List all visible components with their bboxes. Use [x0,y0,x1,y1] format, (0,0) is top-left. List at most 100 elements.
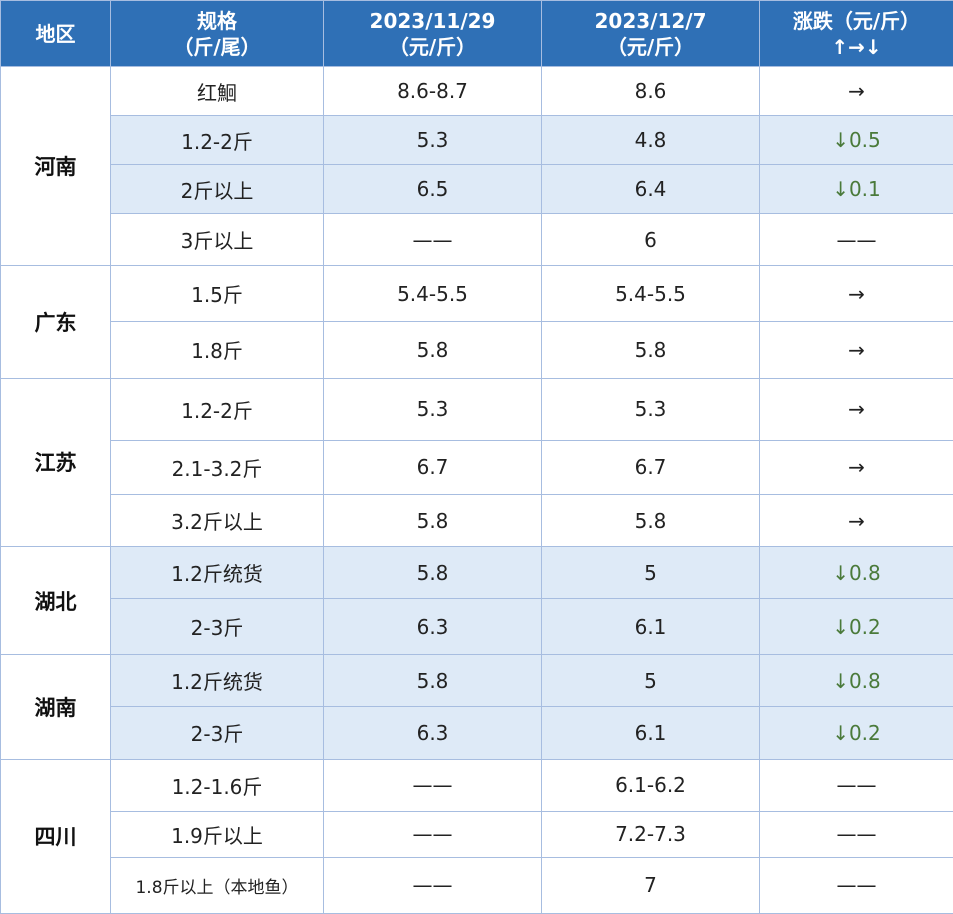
price-date2-cell: 6.1-6.2 [541,758,760,812]
change-cell: —— [759,856,953,914]
table-row: 江苏 1.2-2斤 5.3 5.3 → [0,377,953,548]
region-cell: 四川 [0,758,111,914]
change-cell: ↓0.2 [759,598,953,656]
price-date1-cell: 5.8 [323,493,542,548]
price-date1-cell: 5.8 [323,654,542,708]
price-date1-cell: 6.5 [323,164,542,215]
table-row: 湖北 1.2斤统货 5.8 5 ↓0.8 [0,546,953,656]
change-cell: → [759,493,953,548]
header-date2: 2023/12/7 （元/斤） [541,0,760,67]
spec-cell: 1.2-2斤 [110,115,324,166]
price-date1-cell: 5.8 [323,320,542,379]
price-date2-cell: 5 [541,654,760,708]
spec-cell: 2斤以上 [110,164,324,215]
spec-cell: 1.2-2斤 [110,377,324,441]
price-date1-cell: 5.8 [323,546,542,600]
change-cell: —— [759,213,953,267]
change-cell: ↓0.8 [759,546,953,600]
spec-cell: 2.1-3.2斤 [110,439,324,495]
spec-cell: 3.2斤以上 [110,493,324,548]
change-cell: ↓0.5 [759,115,953,166]
header-date1: 2023/11/29 （元/斤） [323,0,542,67]
header-date2-line1: 2023/12/7 [594,8,707,33]
price-date2-cell: 6 [541,213,760,267]
table-row: 1.2-2斤 5.3 4.8 ↓0.5 [1,115,953,166]
price-date1-cell: 8.6-8.7 [323,65,542,117]
price-date2-cell: 6.7 [541,439,760,495]
header-spec-line2: （斤/尾） [173,34,261,59]
table-row: 2-3斤 6.3 6.1 ↓0.2 [1,706,953,760]
table-row: 1.9斤以上 —— 7.2-7.3 —— [1,810,953,858]
table-row: 3.2斤以上 5.8 5.8 → [1,493,953,548]
header-date1-line1: 2023/11/29 [369,8,496,33]
change-cell: → [759,65,953,117]
price-date2-cell: 7.2-7.3 [541,810,760,858]
change-cell: → [759,265,953,322]
change-cell: ↓0.8 [759,654,953,708]
table-header: 地区 规格 （斤/尾） 2023/11/29 （元/斤） 2023/12/7 （… [0,0,953,67]
change-cell: —— [759,758,953,812]
table-row: 河南 红鮰 8.6-8.7 8.6 → [0,65,953,267]
spec-cell: 1.9斤以上 [110,810,324,858]
header-change-line2: ↑→↓ [831,34,882,59]
spec-cell: 3斤以上 [110,213,324,267]
price-date2-cell: 8.6 [541,65,760,117]
table-row: 2-3斤 6.3 6.1 ↓0.2 [1,598,953,656]
region-cell: 湖北 [0,546,111,656]
region-cell: 湖南 [0,654,111,760]
price-date2-cell: 5.8 [541,493,760,548]
change-cell: → [759,320,953,379]
header-date2-line2: （元/斤） [606,34,695,59]
price-date1-cell: 6.7 [323,439,542,495]
table-row: 1.8斤以上（本地鱼） —— 7 —— [1,856,953,914]
price-date2-cell: 5.4-5.5 [541,265,760,322]
change-cell: ↓0.2 [759,706,953,760]
price-date2-cell: 6.1 [541,706,760,760]
price-date1-cell: —— [323,810,542,858]
header-region-label: 地区 [35,21,76,46]
table-row: 3斤以上 —— 6 —— [1,213,953,267]
spec-cell: 1.8斤以上（本地鱼） [110,856,324,914]
header-region: 地区 [0,0,111,67]
change-cell: ↓0.1 [759,164,953,215]
spec-cell: 1.5斤 [110,265,324,322]
table-row: 广东 1.5斤 5.4-5.5 5.4-5.5 → [0,265,953,379]
price-date1-cell: —— [323,856,542,914]
header-spec: 规格 （斤/尾） [110,0,324,67]
table-row: 2.1-3.2斤 6.7 6.7 → [1,439,953,495]
region-cell: 河南 [0,65,111,267]
price-date2-cell: 5.3 [541,377,760,441]
header-change-line1: 涨跌（元/斤） [792,8,921,33]
table-row: 1.8斤 5.8 5.8 → [1,320,953,379]
change-cell: → [759,377,953,441]
price-date1-cell: 5.3 [323,377,542,441]
spec-cell: 1.2-1.6斤 [110,758,324,812]
spec-cell: 红鮰 [110,65,324,117]
price-date1-cell: 5.4-5.5 [323,265,542,322]
table-row: 湖南 1.2斤统货 5.8 5 ↓0.8 [0,654,953,760]
price-date1-cell: —— [323,758,542,812]
region-cell: 江苏 [0,377,111,548]
header-row: 地区 规格 （斤/尾） 2023/11/29 （元/斤） 2023/12/7 （… [0,0,953,67]
spec-cell: 1.8斤 [110,320,324,379]
spec-cell: 1.2斤统货 [110,546,324,600]
change-cell: —— [759,810,953,858]
price-date2-cell: 7 [541,856,760,914]
header-spec-line1: 规格 [197,8,237,33]
price-date1-cell: 6.3 [323,706,542,760]
price-date2-cell: 6.4 [541,164,760,215]
price-date2-cell: 6.1 [541,598,760,656]
header-date1-line2: （元/斤） [388,34,477,59]
region-cell: 广东 [0,265,111,379]
table-body: 河南 红鮰 8.6-8.7 8.6 → 1.2-2斤 5.3 4.8 ↓0.5 2斤以上 6.5 6.… [0,65,953,914]
change-cell: → [759,439,953,495]
table-row: 四川 1.2-1.6斤 —— 6.1-6.2 —— [0,758,953,914]
price-date1-cell: —— [323,213,542,267]
header-change: 涨跌（元/斤） ↑→↓ [759,0,953,67]
spec-cell: 2-3斤 [110,598,324,656]
price-date2-cell: 4.8 [541,115,760,166]
price-date1-cell: 5.3 [323,115,542,166]
price-date1-cell: 6.3 [323,598,542,656]
price-date2-cell: 5.8 [541,320,760,379]
